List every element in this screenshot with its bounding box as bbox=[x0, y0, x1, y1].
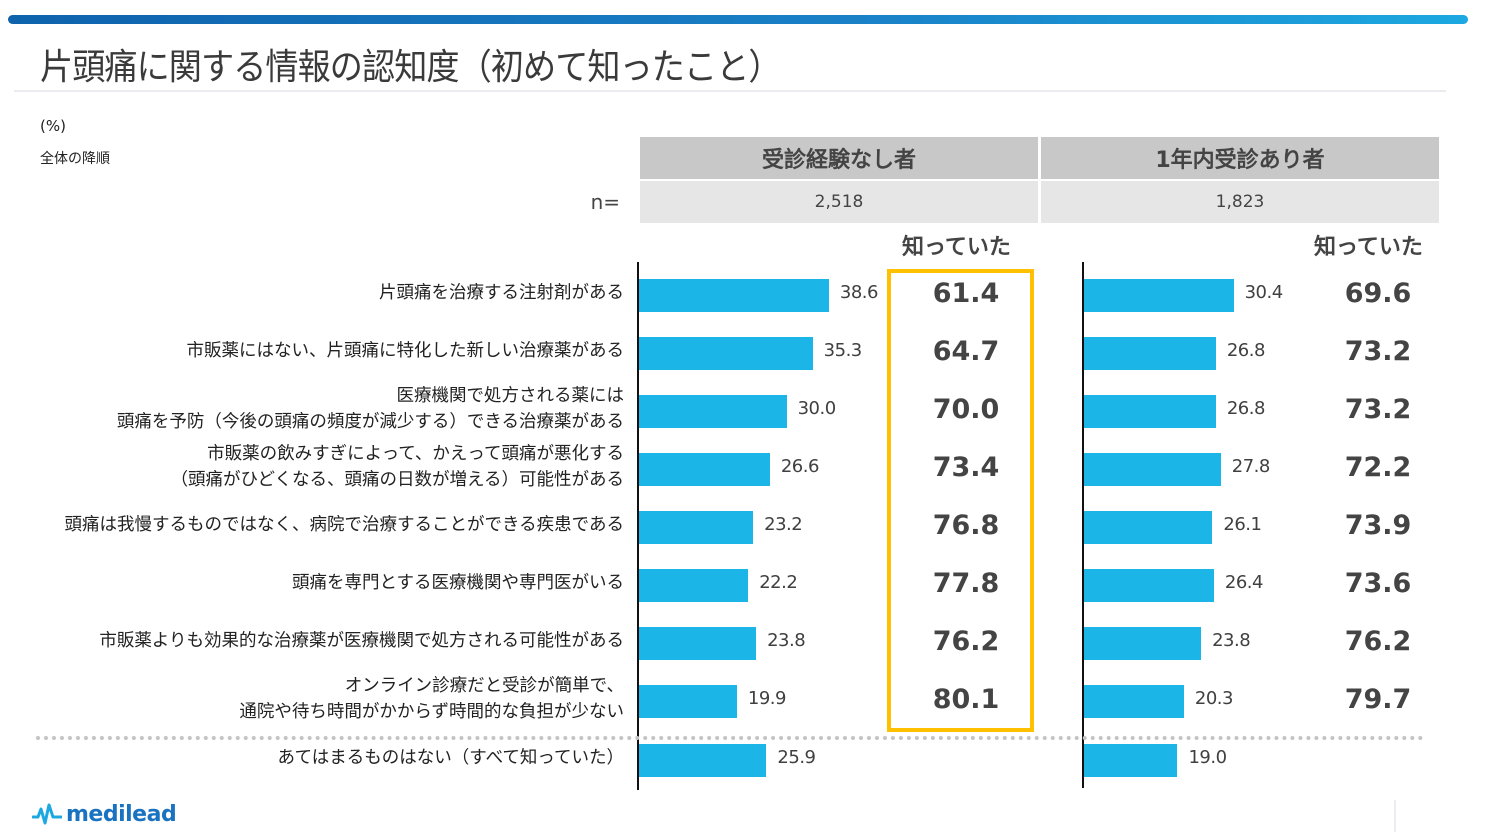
category-label-line: 医療機関で処方される薬には bbox=[396, 386, 625, 406]
bar-value-label: 23.2 bbox=[764, 514, 803, 535]
title-divider bbox=[14, 90, 1446, 92]
category-label-line: 通院や待ち時間がかからず時間的な負担が少ない bbox=[239, 702, 624, 722]
bar-value-label: 30.0 bbox=[797, 398, 837, 419]
category-label-line: 頭痛を専門とする医療機関や専門医がいる bbox=[292, 573, 624, 593]
sort-note: 全体の降順 bbox=[40, 151, 110, 167]
known-value: 64.7 bbox=[932, 336, 1000, 367]
category-label-line: 市販薬よりも効果的な治療薬が医療機関で処方される可能性がある bbox=[99, 631, 624, 651]
bar-value-label: 26.8 bbox=[1226, 398, 1266, 419]
category-label-line: 市販薬にはない、片頭痛に特化した新しい治療薬がある bbox=[186, 341, 625, 361]
bar-value-label: 25.9 bbox=[777, 747, 816, 768]
logo-text: medilead bbox=[66, 801, 177, 827]
bar-value-label: 26.8 bbox=[1226, 340, 1266, 361]
footer-divider bbox=[1394, 800, 1396, 832]
bar-value-label: 38.6 bbox=[839, 282, 879, 303]
bar-value-label: 35.3 bbox=[823, 340, 863, 361]
bar bbox=[1084, 279, 1234, 312]
category-label: 市販薬よりも効果的な治療薬が医療機関で処方される可能性がある bbox=[99, 628, 624, 654]
bar bbox=[1084, 453, 1221, 486]
known-value: 72.2 bbox=[1344, 452, 1412, 483]
category-label: 片頭痛を治療する注射剤がある bbox=[379, 280, 624, 306]
known-value: 73.2 bbox=[1344, 394, 1412, 425]
bar-value-label: 30.4 bbox=[1244, 282, 1284, 303]
heartbeat-logo-icon bbox=[32, 803, 62, 825]
known-value: 80.1 bbox=[932, 684, 1000, 715]
known-value: 61.4 bbox=[932, 278, 1000, 309]
category-label: 頭痛を専門とする医療機関や専門医がいる bbox=[292, 570, 624, 596]
bar-value-label: 19.9 bbox=[747, 688, 787, 709]
bar-value-label: 26.4 bbox=[1224, 572, 1264, 593]
category-label-line: 頭痛を予防（今後の頭痛の頻度が減少する）できる治療薬がある bbox=[116, 412, 624, 432]
bar-value-label: 26.1 bbox=[1223, 514, 1262, 535]
logo: medilead bbox=[32, 801, 177, 827]
known-value: 76.2 bbox=[1344, 626, 1412, 657]
bar-value-label: 23.8 bbox=[1212, 630, 1251, 651]
bar bbox=[639, 744, 767, 777]
bar-value-label: 19.0 bbox=[1188, 747, 1227, 768]
bar bbox=[639, 279, 829, 312]
category-label: 市販薬の飲みすぎによって、かえって頭痛が悪化する （頭痛がひどくなる、頭痛の日数が… bbox=[171, 441, 624, 493]
bar bbox=[639, 337, 813, 370]
category-label: 医療機関で処方される薬には頭痛を予防（今後の頭痛の頻度が減少する）できる治療薬が… bbox=[117, 383, 624, 435]
known-value: 73.4 bbox=[932, 452, 1000, 483]
group-header-no-visit: 受診経験なし者 bbox=[640, 137, 1038, 179]
group-header-visited: 1年内受診あり者 bbox=[1041, 137, 1439, 179]
bar bbox=[1084, 627, 1202, 660]
axis-no-visit bbox=[637, 262, 639, 790]
known-value: 76.8 bbox=[932, 510, 1000, 541]
category-label: オンライン診療だと受診が簡単で、通院や待ち時間がかからず時間的な負担が少ない bbox=[239, 673, 624, 725]
category-label: 市販薬にはない、片頭痛に特化した新しい治療薬がある bbox=[187, 338, 625, 364]
bar bbox=[639, 453, 770, 486]
sample-size-visited: 1,823 bbox=[1041, 181, 1439, 223]
known-value: 77.8 bbox=[932, 568, 1000, 599]
bar bbox=[639, 395, 787, 428]
dotted-divider bbox=[36, 736, 1424, 740]
sample-size-label: n= bbox=[590, 190, 620, 214]
bar bbox=[1084, 337, 1216, 370]
known-value: 76.2 bbox=[932, 626, 1000, 657]
bar-value-label: 23.8 bbox=[767, 630, 806, 651]
known-header-visited: 知っていた bbox=[1314, 235, 1423, 260]
bar-value-label: 27.8 bbox=[1231, 456, 1271, 477]
category-label: 頭痛は我慢するものではなく、病院で治療することができる疾患である bbox=[65, 512, 624, 538]
bar bbox=[639, 511, 754, 544]
category-label-line: オンライン診療だと受診が簡単で、 bbox=[344, 676, 624, 696]
known-header-no-visit: 知っていた bbox=[902, 235, 1011, 260]
known-value: 79.7 bbox=[1344, 684, 1412, 715]
known-value: 73.2 bbox=[1344, 336, 1412, 367]
top-accent-band bbox=[8, 15, 1468, 24]
known-value: 69.6 bbox=[1344, 278, 1412, 309]
category-label: あてはまるものはない（すべて知っていた） bbox=[278, 745, 625, 771]
page-title: 片頭痛に関する情報の認知度（初めて知ったこと） bbox=[40, 47, 782, 88]
category-label-line: 頭痛は我慢するものではなく、病院で治療することができる疾患である bbox=[64, 515, 624, 535]
bar bbox=[1084, 395, 1216, 428]
known-value: 73.6 bbox=[1344, 568, 1412, 599]
bar bbox=[639, 627, 757, 660]
bar bbox=[1084, 569, 1214, 602]
known-value: 73.9 bbox=[1344, 510, 1412, 541]
category-label-line: 市販薬の飲みすぎによって、かえって頭痛が悪化する bbox=[207, 444, 624, 464]
category-label-line: 片頭痛を治療する注射剤がある bbox=[379, 283, 624, 303]
known-value: 70.0 bbox=[932, 394, 1000, 425]
bar-value-label: 20.3 bbox=[1194, 688, 1234, 709]
bar-value-label: 22.2 bbox=[759, 572, 798, 593]
unit-label: (%) bbox=[40, 117, 66, 135]
bar bbox=[639, 569, 749, 602]
bar bbox=[1084, 685, 1184, 718]
sample-size-no-visit: 2,518 bbox=[640, 181, 1038, 223]
axis-visited bbox=[1082, 262, 1084, 788]
bar bbox=[1084, 511, 1213, 544]
highlight-box bbox=[887, 269, 1034, 732]
bar bbox=[1084, 744, 1178, 777]
category-label-line: （頭痛がひどくなる、頭痛の日数が増える）可能性がある bbox=[170, 470, 624, 490]
bar bbox=[639, 685, 737, 718]
bar-value-label: 26.6 bbox=[780, 456, 820, 477]
category-label-line: あてはまるものはない（すべて知っていた） bbox=[277, 748, 625, 768]
